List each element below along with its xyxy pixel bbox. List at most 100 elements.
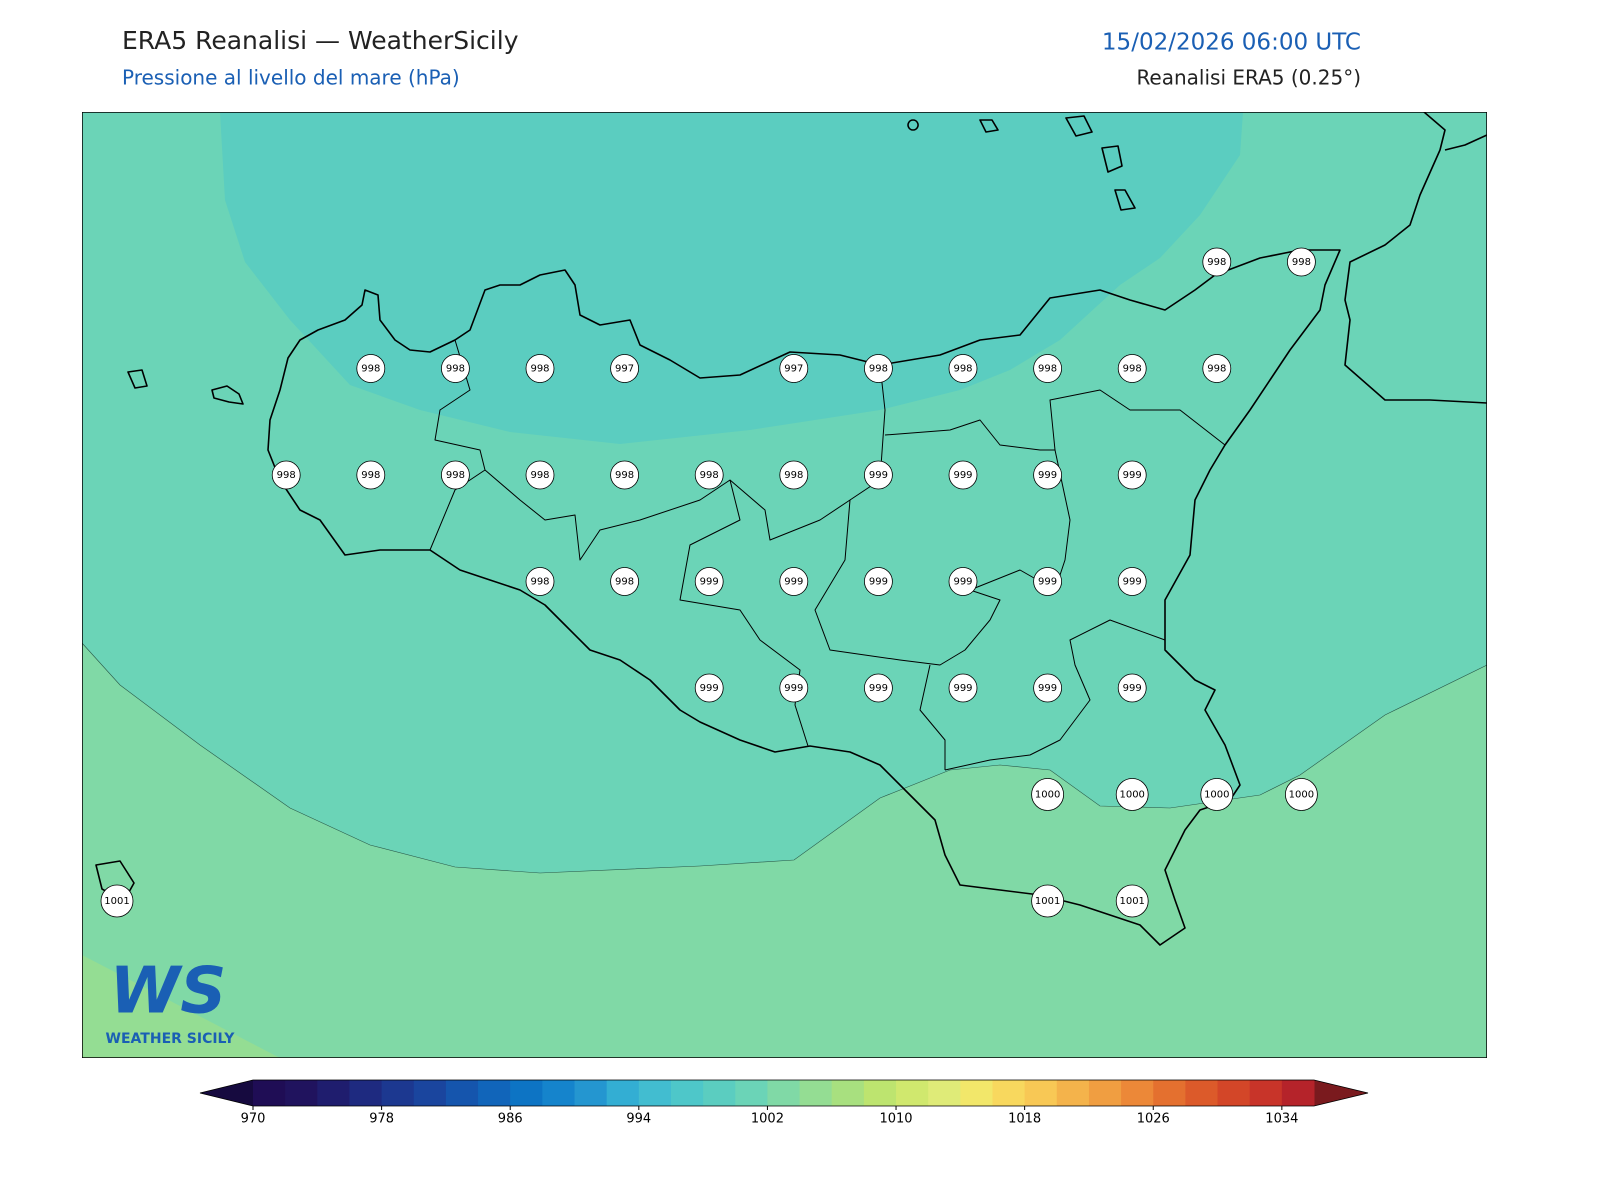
pressure-label: 999: [953, 577, 972, 588]
island: [95, 115, 1136, 902]
label-bubble: [864, 460, 893, 490]
colorbar-segment: [542, 1080, 576, 1106]
pressure-label: 999: [953, 683, 972, 694]
colorbar-segment: [285, 1080, 318, 1106]
colorbar-segment: [606, 1080, 640, 1106]
colorbar-segment: [317, 1080, 350, 1106]
pressure-label: 998: [361, 470, 380, 481]
field-corner: [82, 955, 280, 1058]
colorbar-segment: [670, 1080, 704, 1106]
title: ERA5 Reanalisi — WeatherSicily: [122, 26, 519, 55]
label-bubble: [948, 460, 978, 490]
label-bubble: [271, 460, 301, 490]
pressure-label: 998: [1292, 257, 1311, 268]
pressure-label: 1000: [1289, 790, 1314, 801]
colorbar-segment: [1249, 1080, 1283, 1106]
pressure-label: 999: [869, 683, 888, 694]
logo: WS WEATHER SICILY: [106, 955, 236, 1047]
calabria-coast: [1344, 112, 1487, 404]
label-bubble: [1115, 778, 1149, 811]
colorbar-tick-label: 1018: [1008, 1112, 1041, 1127]
pressure-label: 999: [953, 470, 972, 481]
label-bubble: [948, 673, 978, 703]
pressure-label: 999: [1038, 683, 1057, 694]
label-bubble: [694, 673, 724, 703]
pressure-label: 998: [615, 470, 634, 481]
label-bubble: [779, 460, 809, 490]
label-bubble: [779, 354, 809, 383]
field-high: [220, 112, 1243, 444]
pressure-label: 1000: [1119, 790, 1144, 801]
pressure-label: 998: [869, 364, 888, 375]
colorbar: 970 978 986 994 1002 1010 1018 1026 1034: [199, 1079, 1369, 1127]
colorbar-tick-label: 970: [241, 1112, 266, 1127]
label-bubble: [1200, 778, 1234, 811]
label-bubble: [440, 460, 470, 490]
colorbar-tick-label: 986: [498, 1112, 523, 1127]
colorbar-segment: [1153, 1080, 1186, 1106]
label-bubble: [1033, 673, 1062, 703]
province-border: [919, 664, 946, 770]
colorbar-segment: [253, 1080, 286, 1106]
colorbar-segment: [478, 1080, 511, 1106]
label-bubble: [1033, 354, 1062, 383]
pressure-labels: 998 998 998 998 998 997 997 998 998 998 998 998 998 9…: [100, 247, 1318, 918]
label-bubble: [864, 354, 893, 383]
colorbar-segment: [831, 1080, 865, 1106]
colorbar-segment: [445, 1080, 479, 1106]
label-bubble: [525, 567, 555, 596]
pressure-label: 999: [1123, 683, 1142, 694]
label-bubble: [1117, 673, 1147, 703]
colorbar-segment: [574, 1080, 608, 1106]
pressure-label: 998: [446, 470, 465, 481]
colorbar-tick-label: 1026: [1137, 1112, 1170, 1127]
label-bubble: [100, 884, 134, 918]
pressure-label: 999: [1123, 470, 1142, 481]
label-bubble: [694, 460, 724, 490]
pressure-label: 998: [446, 364, 465, 375]
label-bubble: [356, 460, 386, 490]
pressure-label: 998: [700, 470, 719, 481]
pressure-label: 999: [869, 577, 888, 588]
pressure-label: 998: [1123, 364, 1142, 375]
label-bubble: [1117, 567, 1147, 596]
pressure-label: 1000: [1035, 790, 1060, 801]
pressure-label: 998: [1207, 364, 1226, 375]
label-bubble: [440, 354, 470, 383]
sicily-coast: [267, 249, 1341, 946]
label-bubble: [864, 673, 893, 703]
label-bubble: [1117, 460, 1147, 490]
pressure-label: 1001: [104, 896, 129, 907]
pressure-label: 998: [1207, 257, 1226, 268]
province-border: [814, 389, 1226, 666]
pressure-label: 997: [615, 364, 634, 375]
calabria-coast: [1444, 134, 1487, 151]
colorbar-segment: [1088, 1080, 1122, 1106]
province-border: [944, 619, 1166, 771]
colorbar-segment: [928, 1080, 961, 1106]
label-bubble: [694, 567, 724, 596]
pressure-label: 999: [869, 470, 888, 481]
colorbar-segment: [992, 1080, 1026, 1106]
pressure-label: 999: [1123, 577, 1142, 588]
label-bubble: [610, 567, 639, 596]
colorbar-segment: [638, 1080, 672, 1106]
pressure-label: 997: [784, 364, 803, 375]
colorbar-segment: [510, 1080, 543, 1106]
label-bubble: [1202, 354, 1232, 383]
label-bubble: [779, 567, 809, 596]
colorbar-segment: [1024, 1080, 1058, 1106]
label-bubble: [1031, 778, 1064, 811]
pressure-label: 999: [784, 683, 803, 694]
label-bubble: [1285, 778, 1318, 811]
label-bubble: [610, 354, 639, 383]
datetime: 15/02/2026 06:00 UTC: [1102, 30, 1361, 56]
province-border: [484, 364, 886, 561]
colorbar-segment: [767, 1080, 801, 1106]
pressure-label: 998: [277, 470, 296, 481]
pressure-label: 998: [1038, 364, 1057, 375]
label-bubble: [1033, 567, 1062, 596]
province-border: [884, 419, 1055, 451]
colorbar-segment: [1217, 1080, 1251, 1106]
pressure-label: 1000: [1204, 790, 1229, 801]
